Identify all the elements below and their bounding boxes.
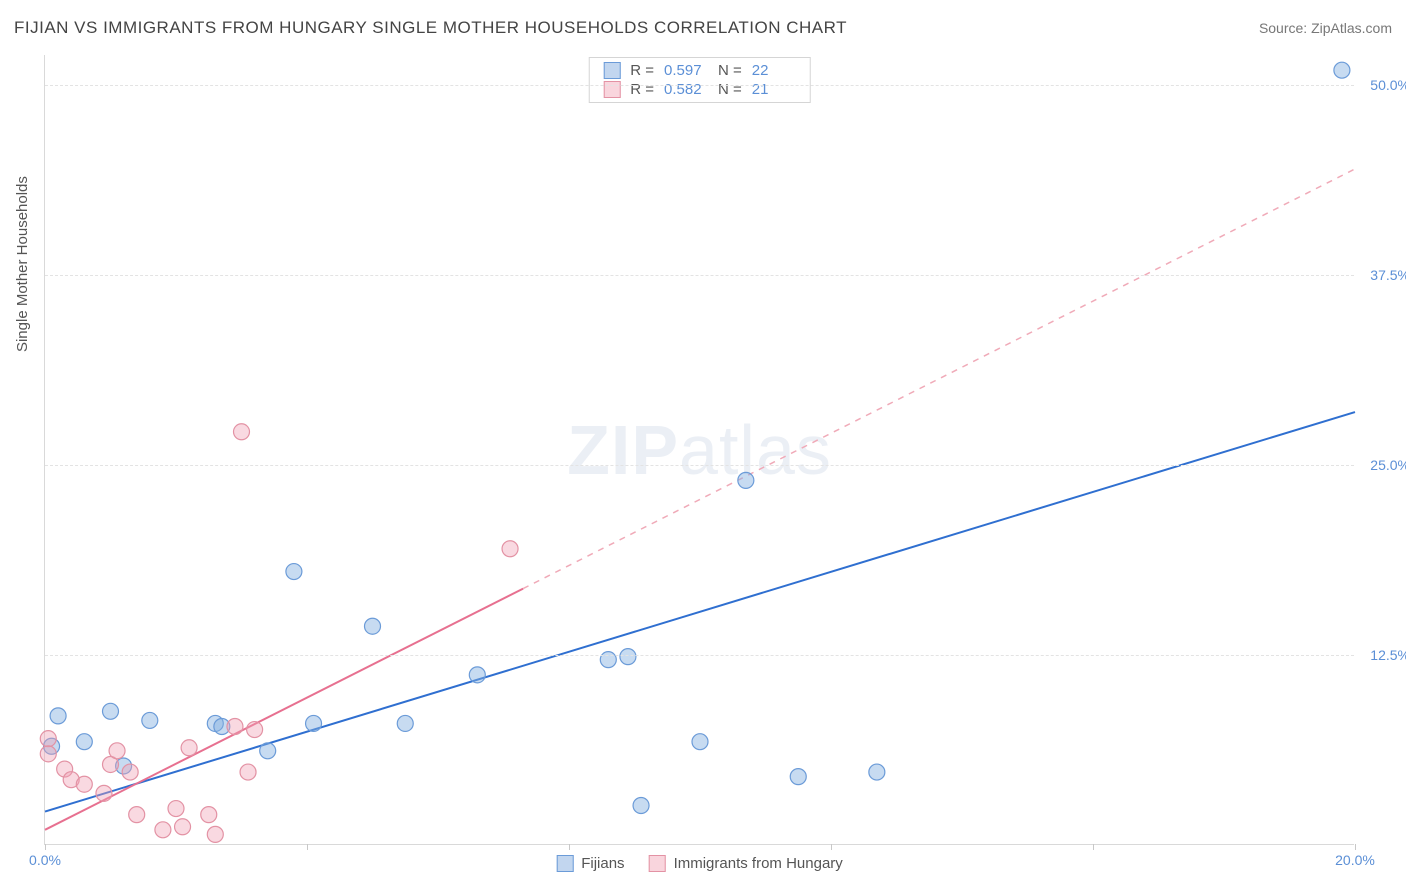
legend-r-value: 0.582 <box>664 81 708 98</box>
data-point-fijians <box>600 652 616 668</box>
data-point-hungary <box>40 731 56 747</box>
data-point-fijians <box>306 715 322 731</box>
data-point-fijians <box>142 712 158 728</box>
gridline-h <box>45 275 1354 276</box>
legend-swatch <box>603 81 620 98</box>
data-point-hungary <box>234 424 250 440</box>
gridline-h <box>45 465 1354 466</box>
data-point-fijians <box>469 667 485 683</box>
data-point-hungary <box>201 807 217 823</box>
x-axis-tick <box>569 844 570 850</box>
plot-svg <box>45 55 1354 844</box>
data-point-hungary <box>40 746 56 762</box>
x-axis-tick <box>1093 844 1094 850</box>
data-point-fijians <box>633 798 649 814</box>
trend-line-dash-hungary <box>523 169 1355 589</box>
data-point-hungary <box>122 764 138 780</box>
source-label: Source: ZipAtlas.com <box>1259 20 1392 36</box>
legend-n-label: N = <box>718 81 742 98</box>
y-axis-tick-label: 50.0% <box>1370 77 1406 93</box>
data-point-fijians <box>365 618 381 634</box>
x-axis-tick <box>307 844 308 850</box>
title-row: FIJIAN VS IMMIGRANTS FROM HUNGARY SINGLE… <box>14 18 1392 38</box>
data-point-fijians <box>738 472 754 488</box>
chart-area: ZIPatlas R =0.597N =22R =0.582N =21 Fiji… <box>44 55 1354 845</box>
x-axis-tick-label: 0.0% <box>29 852 61 868</box>
legend-n-value: 22 <box>752 62 796 79</box>
data-point-fijians <box>260 743 276 759</box>
y-axis-title: Single Mother Households <box>14 176 31 352</box>
legend-n-label: N = <box>718 62 742 79</box>
legend-r-label: R = <box>630 62 654 79</box>
data-point-hungary <box>129 807 145 823</box>
legend-series-item: Immigrants from Hungary <box>649 855 843 872</box>
data-point-hungary <box>155 822 171 838</box>
data-point-fijians <box>620 649 636 665</box>
data-point-hungary <box>175 819 191 835</box>
data-point-hungary <box>168 801 184 817</box>
data-point-fijians <box>790 769 806 785</box>
trend-line-fijians <box>45 412 1355 812</box>
legend-swatch <box>556 855 573 872</box>
chart-title: FIJIAN VS IMMIGRANTS FROM HUNGARY SINGLE… <box>14 18 847 38</box>
data-point-fijians <box>692 734 708 750</box>
legend-series: Fijians Immigrants from Hungary <box>556 855 843 872</box>
legend-swatch <box>649 855 666 872</box>
data-point-fijians <box>103 703 119 719</box>
data-point-hungary <box>207 826 223 842</box>
x-axis-tick-label: 20.0% <box>1335 852 1375 868</box>
data-point-hungary <box>247 722 263 738</box>
legend-series-item: Fijians <box>556 855 624 872</box>
x-axis-tick <box>1355 844 1356 850</box>
data-point-hungary <box>109 743 125 759</box>
legend-series-label: Fijians <box>581 855 624 872</box>
data-point-hungary <box>240 764 256 780</box>
legend-n-value: 21 <box>752 81 796 98</box>
data-point-fijians <box>286 564 302 580</box>
data-point-fijians <box>869 764 885 780</box>
legend-correlation-row: R = 0.582 N = 21 <box>589 80 810 99</box>
gridline-h <box>45 85 1354 86</box>
legend-correlation-row: R = 0.597 N = 22 <box>589 61 810 80</box>
legend-r-label: R = <box>630 81 654 98</box>
legend-correlation: R = 0.597 N = 22 R = 0.582 N = 21 <box>588 57 811 103</box>
data-point-fijians <box>1334 62 1350 78</box>
data-point-hungary <box>96 785 112 801</box>
data-point-fijians <box>397 715 413 731</box>
data-point-hungary <box>181 740 197 756</box>
gridline-h <box>45 655 1354 656</box>
data-point-hungary <box>227 719 243 735</box>
data-point-fijians <box>76 734 92 750</box>
x-axis-tick <box>831 844 832 850</box>
legend-swatch <box>603 62 620 79</box>
chart-container: FIJIAN VS IMMIGRANTS FROM HUNGARY SINGLE… <box>0 0 1406 892</box>
data-point-hungary <box>502 541 518 557</box>
data-point-hungary <box>76 776 92 792</box>
y-axis-tick-label: 37.5% <box>1370 267 1406 283</box>
x-axis-tick <box>45 844 46 850</box>
data-point-fijians <box>50 708 66 724</box>
legend-series-label: Immigrants from Hungary <box>674 855 843 872</box>
y-axis-tick-label: 25.0% <box>1370 457 1406 473</box>
legend-r-value: 0.597 <box>664 62 708 79</box>
y-axis-tick-label: 12.5% <box>1370 647 1406 663</box>
